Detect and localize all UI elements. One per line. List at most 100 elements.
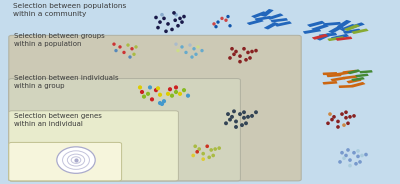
Point (237, 113, 243, 116)
Point (345, 122, 351, 125)
Point (169, 94, 175, 97)
Point (253, 49, 259, 52)
Point (155, 26, 161, 29)
FancyBboxPatch shape (303, 29, 321, 34)
Point (211, 22, 217, 25)
Point (153, 16, 159, 19)
Point (341, 157, 347, 160)
Point (169, 28, 175, 31)
Point (111, 43, 117, 46)
Point (243, 58, 249, 61)
FancyBboxPatch shape (247, 19, 264, 25)
Point (231, 110, 237, 113)
FancyBboxPatch shape (346, 79, 362, 83)
Point (179, 21, 185, 24)
Point (161, 17, 167, 20)
Point (347, 164, 353, 167)
Point (339, 113, 345, 116)
Point (157, 93, 163, 96)
FancyBboxPatch shape (342, 75, 358, 79)
Point (173, 13, 179, 16)
Point (193, 53, 199, 56)
Point (337, 160, 343, 163)
Point (125, 44, 131, 47)
FancyBboxPatch shape (323, 72, 337, 75)
Point (241, 116, 247, 119)
Text: Selection between individuals
within a group: Selection between individuals within a g… (14, 75, 119, 89)
Point (331, 115, 337, 118)
FancyBboxPatch shape (9, 142, 122, 181)
Point (241, 47, 247, 50)
Point (329, 118, 335, 121)
Point (223, 19, 229, 22)
FancyBboxPatch shape (337, 20, 351, 28)
FancyBboxPatch shape (342, 70, 358, 74)
Point (196, 148, 202, 151)
Point (183, 51, 189, 54)
FancyBboxPatch shape (264, 22, 278, 29)
FancyBboxPatch shape (316, 33, 332, 40)
FancyBboxPatch shape (319, 33, 337, 37)
FancyBboxPatch shape (254, 16, 272, 21)
FancyBboxPatch shape (323, 22, 341, 26)
Point (325, 122, 331, 125)
Point (245, 51, 251, 54)
Point (121, 51, 127, 54)
FancyBboxPatch shape (270, 18, 288, 22)
Point (225, 15, 231, 18)
FancyBboxPatch shape (9, 35, 301, 181)
Point (137, 86, 143, 89)
FancyBboxPatch shape (336, 36, 352, 41)
Point (233, 120, 239, 123)
Point (192, 145, 198, 148)
Point (175, 24, 181, 27)
Point (147, 86, 153, 89)
Point (181, 15, 187, 18)
Ellipse shape (57, 147, 95, 173)
Point (175, 49, 181, 52)
FancyBboxPatch shape (326, 74, 342, 77)
Point (206, 156, 212, 159)
Point (159, 13, 165, 16)
Point (363, 153, 369, 156)
Point (213, 25, 219, 28)
Point (204, 145, 210, 148)
FancyBboxPatch shape (327, 36, 345, 41)
Point (233, 50, 239, 53)
Point (210, 154, 216, 157)
FancyBboxPatch shape (322, 81, 338, 85)
Point (153, 89, 159, 92)
Point (345, 148, 351, 151)
Point (133, 45, 139, 48)
Point (253, 111, 259, 114)
FancyBboxPatch shape (330, 77, 346, 81)
Point (353, 162, 359, 165)
Point (173, 86, 179, 89)
FancyBboxPatch shape (251, 11, 267, 18)
Point (117, 45, 123, 48)
Point (227, 56, 233, 59)
Point (237, 55, 243, 58)
Point (341, 124, 347, 127)
FancyBboxPatch shape (347, 22, 365, 29)
Point (339, 151, 345, 154)
FancyBboxPatch shape (355, 74, 369, 77)
Point (245, 115, 251, 118)
FancyBboxPatch shape (267, 13, 284, 20)
Point (343, 154, 349, 157)
Point (351, 114, 357, 117)
Point (247, 56, 253, 59)
Point (335, 120, 341, 123)
Point (243, 122, 249, 125)
Point (127, 56, 133, 59)
Point (157, 102, 163, 105)
Point (223, 122, 229, 125)
FancyBboxPatch shape (351, 77, 365, 81)
FancyBboxPatch shape (352, 29, 368, 34)
Point (194, 150, 200, 153)
Point (208, 148, 214, 151)
Point (231, 53, 237, 56)
FancyBboxPatch shape (9, 79, 240, 181)
Point (173, 91, 179, 93)
Point (327, 113, 333, 116)
